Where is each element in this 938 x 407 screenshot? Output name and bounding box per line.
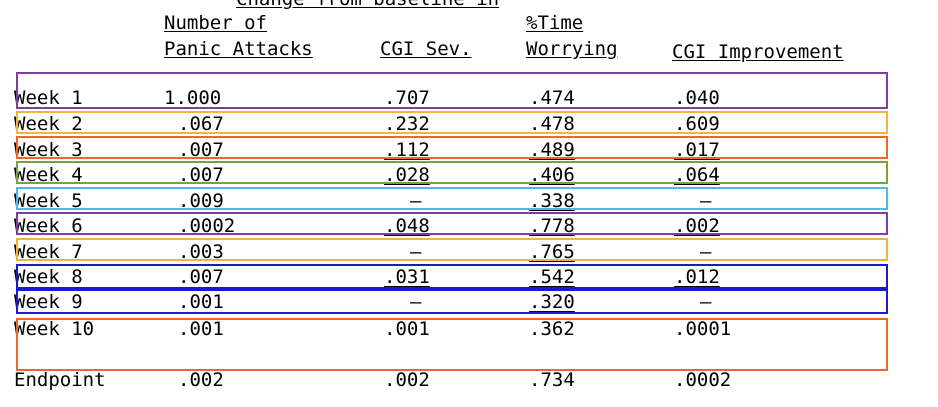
cell-panic-attacks: .067: [178, 113, 224, 135]
row-label: Week 2: [14, 113, 83, 135]
row-highlight-box: [16, 264, 888, 289]
row-label: Week 4: [14, 164, 83, 186]
row-highlight-box: [16, 212, 888, 235]
cell-cgi-severity: .002: [384, 369, 430, 391]
cell-cgi-improvement: –: [700, 241, 712, 263]
cell-time-worrying: .542: [529, 266, 575, 288]
cell-panic-attacks: .001: [178, 291, 224, 313]
row-label: Week 7: [14, 241, 83, 263]
row-highlight-box: [16, 72, 888, 109]
header-cgi-improvement: CGI Improvement: [672, 41, 844, 63]
cell-cgi-severity: .707: [384, 87, 430, 109]
cell-panic-attacks: .007: [178, 139, 224, 161]
row-label: Week 5: [14, 190, 83, 212]
row-highlight-box: [16, 161, 888, 184]
cell-time-worrying: .778: [529, 215, 575, 237]
cell-time-worrying: .734: [529, 369, 575, 391]
row-label: Week 9: [14, 291, 83, 313]
header-time-line1: %Time: [526, 12, 584, 34]
row-highlight-box: [16, 238, 888, 261]
cell-time-worrying: .474: [529, 87, 575, 109]
cell-time-worrying: .478: [529, 113, 575, 135]
row-highlight-box: [16, 187, 888, 210]
cell-time-worrying: .320: [529, 291, 575, 313]
row-label: Week 6: [14, 215, 83, 237]
row-label: Week 1: [14, 87, 83, 109]
cell-time-worrying: .338: [529, 190, 575, 212]
row-label: Endpoint: [14, 369, 106, 391]
header-panic-line2: Panic Attacks: [164, 38, 313, 60]
cell-cgi-improvement: –: [700, 190, 712, 212]
cell-cgi-improvement: .012: [674, 266, 720, 288]
cell-cgi-severity: .001: [384, 318, 430, 340]
table-title: Change from baseline in: [236, 0, 499, 9]
cell-time-worrying: .489: [529, 139, 575, 161]
cell-panic-attacks: .003: [178, 241, 224, 263]
cell-panic-attacks: .007: [178, 164, 224, 186]
cell-cgi-severity: .048: [384, 215, 430, 237]
cell-time-worrying: .765: [529, 241, 575, 263]
cell-cgi-severity: .031: [384, 266, 430, 288]
cell-cgi-improvement: .064: [674, 164, 720, 186]
cell-cgi-severity: .028: [384, 164, 430, 186]
row-label: Week 8: [14, 266, 83, 288]
cell-cgi-improvement: .609: [674, 113, 720, 135]
row-label: Week 3: [14, 139, 83, 161]
cell-cgi-severity: .232: [384, 113, 430, 135]
cell-cgi-improvement: .002: [674, 215, 720, 237]
cell-cgi-severity: –: [410, 190, 422, 212]
cell-cgi-improvement: .040: [674, 87, 720, 109]
cell-cgi-severity: –: [410, 241, 422, 263]
cell-cgi-severity: –: [410, 291, 422, 313]
row-highlight-box: [16, 136, 888, 159]
header-panic-line1: Number of: [164, 12, 267, 34]
cell-panic-attacks: .0002: [178, 215, 236, 237]
cell-cgi-improvement: .0001: [674, 318, 732, 340]
cell-panic-attacks: .001: [178, 318, 224, 340]
header-cgi-severity: CGI Sev.: [380, 38, 472, 60]
row-label: Week 10: [14, 318, 95, 340]
row-highlight-box: [16, 289, 888, 314]
cell-time-worrying: .362: [529, 318, 575, 340]
cell-cgi-severity: .112: [384, 139, 430, 161]
cell-panic-attacks: .002: [178, 369, 224, 391]
cell-cgi-improvement: –: [700, 291, 712, 313]
cell-time-worrying: .406: [529, 164, 575, 186]
cell-panic-attacks: .007: [178, 266, 224, 288]
header-time-line2: Worrying: [526, 38, 618, 60]
cell-panic-attacks: .009: [178, 190, 224, 212]
cell-panic-attacks: 1.000: [164, 87, 222, 109]
row-highlight-box: [16, 111, 888, 134]
row-highlight-box: [16, 318, 888, 371]
cell-cgi-improvement: .017: [674, 139, 720, 161]
cell-cgi-improvement: .0002: [674, 369, 732, 391]
